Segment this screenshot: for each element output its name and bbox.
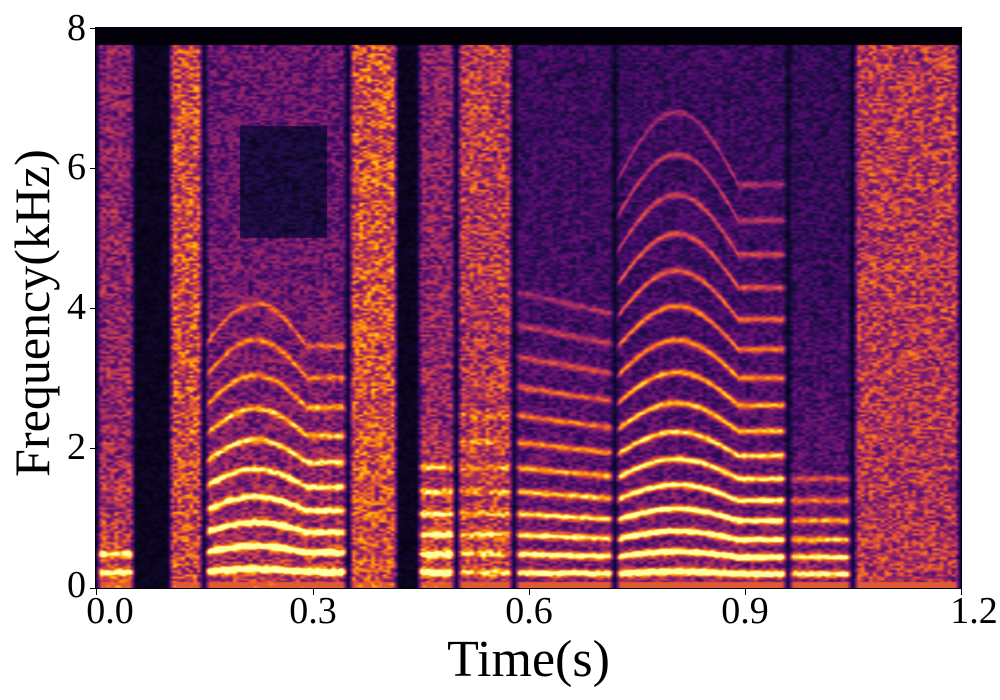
y-tick-label: 4 (67, 286, 86, 328)
x-tick-label: 1.2 (950, 590, 998, 632)
x-tick-mark (96, 589, 97, 595)
y-tick-label: 2 (67, 426, 86, 468)
x-tick-mark (961, 589, 962, 595)
x-tick-mark (529, 589, 530, 595)
y-tick-mark (90, 28, 96, 29)
y-tick-mark (90, 308, 96, 309)
y-tick-label: 6 (67, 146, 86, 188)
x-tick-label: 0.0 (86, 590, 134, 632)
y-tick-label: 8 (67, 7, 86, 49)
x-axis-label: Time(s) (447, 631, 610, 688)
spectrogram-plot-area (96, 28, 961, 588)
x-tick-label: 0.9 (721, 590, 769, 632)
y-tick-mark (90, 588, 96, 589)
x-tick-label: 0.3 (289, 590, 337, 632)
y-tick-mark (90, 168, 96, 169)
y-tick-mark (90, 448, 96, 449)
x-tick-mark (745, 589, 746, 595)
x-tick-label: 0.6 (505, 590, 553, 632)
spectrogram-heatmap (96, 28, 961, 588)
y-axis-label: Frequency(kHz) (4, 149, 60, 477)
y-tick-label: 0 (67, 564, 86, 606)
x-tick-mark (313, 589, 314, 595)
